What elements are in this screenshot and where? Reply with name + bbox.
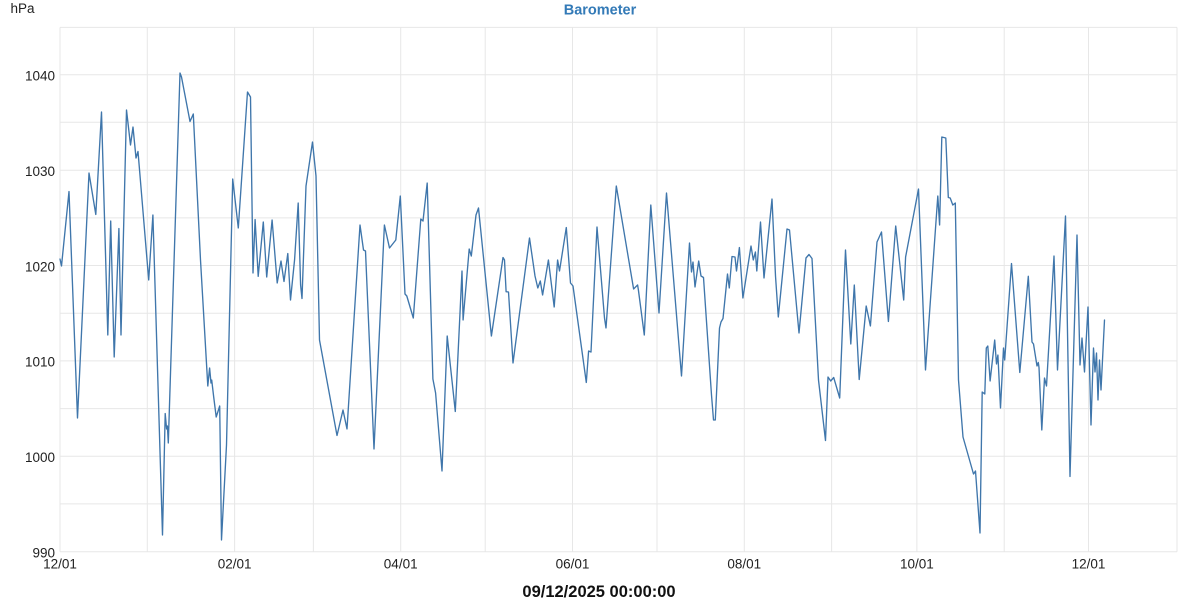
svg-text:08/01: 08/01 <box>727 557 761 572</box>
svg-text:1030: 1030 <box>25 164 55 179</box>
svg-text:04/01: 04/01 <box>384 557 418 572</box>
svg-text:Barometer: Barometer <box>564 3 637 19</box>
svg-text:12/01: 12/01 <box>43 557 77 572</box>
svg-text:02/01: 02/01 <box>218 557 252 572</box>
svg-text:1010: 1010 <box>25 355 55 370</box>
svg-text:1020: 1020 <box>25 259 55 274</box>
svg-text:hPa: hPa <box>11 1 36 16</box>
svg-text:06/01: 06/01 <box>556 557 590 572</box>
svg-text:12/01: 12/01 <box>1072 557 1106 572</box>
svg-text:990: 990 <box>32 546 55 561</box>
svg-text:1000: 1000 <box>25 450 55 465</box>
svg-text:1040: 1040 <box>25 69 55 84</box>
svg-text:10/01: 10/01 <box>900 557 934 572</box>
svg-text:09/12/2025 00:00:00: 09/12/2025 00:00:00 <box>522 583 675 600</box>
